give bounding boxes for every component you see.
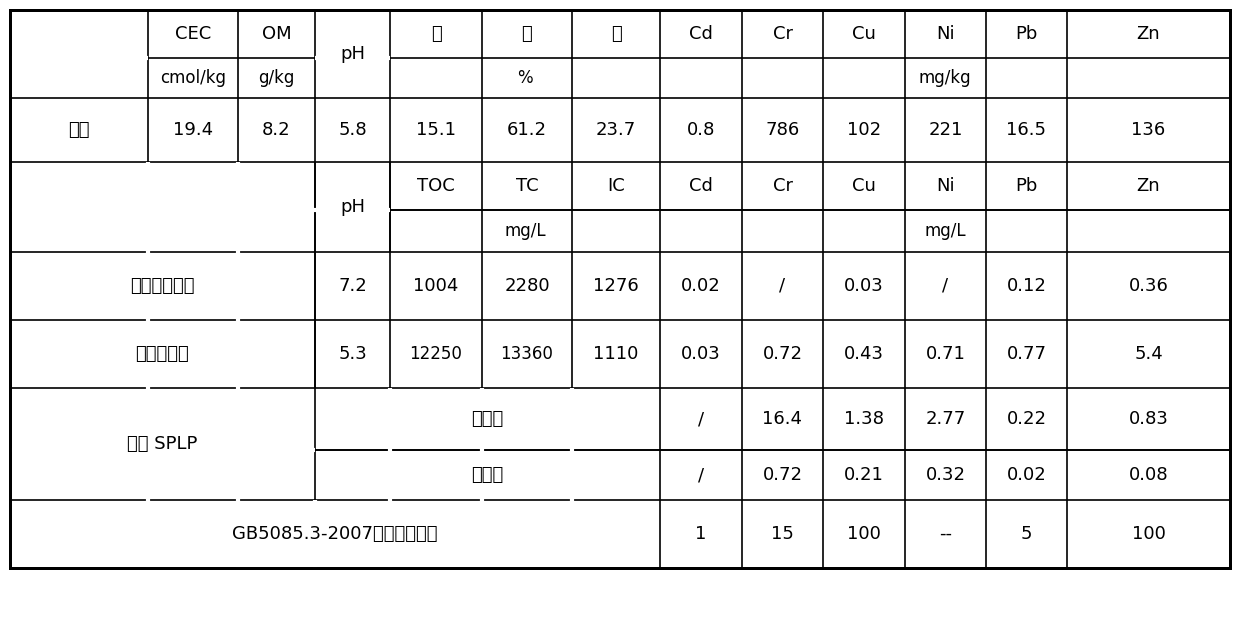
Text: 15: 15 [771, 525, 794, 543]
Text: 0.03: 0.03 [844, 277, 884, 295]
Text: 0.8: 0.8 [687, 121, 715, 139]
Text: 0.03: 0.03 [681, 345, 720, 363]
Text: 16.5: 16.5 [1007, 121, 1047, 139]
Text: 0.02: 0.02 [681, 277, 720, 295]
Text: TOC: TOC [417, 177, 455, 195]
Text: 0.83: 0.83 [1128, 410, 1168, 428]
Text: 0.36: 0.36 [1128, 277, 1168, 295]
Text: Cd: Cd [689, 177, 713, 195]
Text: 修复前: 修复前 [471, 410, 503, 428]
Text: 2280: 2280 [505, 277, 549, 295]
Text: 2.77: 2.77 [925, 410, 966, 428]
Text: 5.8: 5.8 [339, 121, 367, 139]
Text: 0.12: 0.12 [1007, 277, 1047, 295]
Text: 土壤 SPLP: 土壤 SPLP [128, 435, 197, 453]
Text: 19.4: 19.4 [172, 121, 213, 139]
Text: 0.71: 0.71 [925, 345, 966, 363]
Text: 5: 5 [1021, 525, 1032, 543]
Text: 7.2: 7.2 [339, 277, 367, 295]
Text: Cu: Cu [852, 177, 875, 195]
Text: 0.22: 0.22 [1007, 410, 1047, 428]
Text: 1276: 1276 [593, 277, 639, 295]
Text: Cr: Cr [773, 25, 792, 43]
Text: 5.3: 5.3 [339, 345, 367, 363]
Text: 1110: 1110 [593, 345, 639, 363]
Text: pH: pH [340, 45, 365, 63]
Text: cmol/kg: cmol/kg [160, 69, 226, 87]
Text: 0.21: 0.21 [844, 466, 884, 484]
Text: 1.38: 1.38 [844, 410, 884, 428]
Text: Cr: Cr [773, 177, 792, 195]
Text: 0.72: 0.72 [763, 345, 802, 363]
Text: 0.08: 0.08 [1128, 466, 1168, 484]
Text: 0.77: 0.77 [1007, 345, 1047, 363]
Text: 土壤: 土壤 [68, 121, 89, 139]
Text: 13360: 13360 [501, 345, 553, 363]
Text: OM: OM [262, 25, 291, 43]
Text: 粘: 粘 [610, 25, 621, 43]
Bar [10, 10, 1230, 568]
Text: 786: 786 [765, 121, 800, 139]
Text: 粉: 粉 [522, 25, 532, 43]
Text: 102: 102 [847, 121, 882, 139]
Text: 100: 100 [847, 525, 880, 543]
Text: 0.72: 0.72 [763, 466, 802, 484]
Text: mg/L: mg/L [505, 222, 546, 240]
Text: 修复后: 修复后 [471, 466, 503, 484]
Text: 23.7: 23.7 [596, 121, 636, 139]
Text: CEC: CEC [175, 25, 211, 43]
Text: 100: 100 [1132, 525, 1166, 543]
Text: Zn: Zn [1137, 177, 1161, 195]
Text: Pb: Pb [1016, 177, 1038, 195]
Bar [10, 10, 1230, 568]
Text: 1004: 1004 [413, 277, 459, 295]
Text: 61.2: 61.2 [507, 121, 547, 139]
Text: GB5085.3-2007（危废标准）: GB5085.3-2007（危废标准） [232, 525, 438, 543]
Text: Cu: Cu [852, 25, 875, 43]
Text: IC: IC [608, 177, 625, 195]
Text: 8.2: 8.2 [262, 121, 291, 139]
Text: %: % [517, 69, 533, 87]
Text: pH: pH [340, 198, 365, 216]
Text: 1: 1 [696, 525, 707, 543]
Text: TC: TC [516, 177, 538, 195]
Text: mg/kg: mg/kg [919, 69, 971, 87]
Text: Ni: Ni [936, 177, 955, 195]
Text: --: -- [939, 525, 952, 543]
Text: 221: 221 [929, 121, 962, 139]
Text: 15.1: 15.1 [415, 121, 456, 139]
Text: /: / [780, 277, 786, 295]
Text: 136: 136 [1131, 121, 1166, 139]
Text: Zn: Zn [1137, 25, 1161, 43]
Text: /: / [698, 410, 704, 428]
Text: 0.32: 0.32 [925, 466, 966, 484]
Text: 12250: 12250 [409, 345, 463, 363]
Text: Ni: Ni [936, 25, 955, 43]
Text: 长填龄渗滤液: 长填龄渗滤液 [130, 277, 195, 295]
Bar [10, 10, 1230, 568]
Text: g/kg: g/kg [258, 69, 295, 87]
Text: mg/L: mg/L [924, 222, 966, 240]
Text: /: / [942, 277, 949, 295]
Text: Cd: Cd [689, 25, 713, 43]
Text: 沙: 沙 [430, 25, 441, 43]
Text: 0.43: 0.43 [844, 345, 884, 363]
Text: /: / [698, 466, 704, 484]
Text: 16.4: 16.4 [763, 410, 802, 428]
Text: Pb: Pb [1016, 25, 1038, 43]
Text: 0.02: 0.02 [1007, 466, 1047, 484]
Text: 5.4: 5.4 [1135, 345, 1163, 363]
Text: 新鲜沥出液: 新鲜沥出液 [135, 345, 190, 363]
